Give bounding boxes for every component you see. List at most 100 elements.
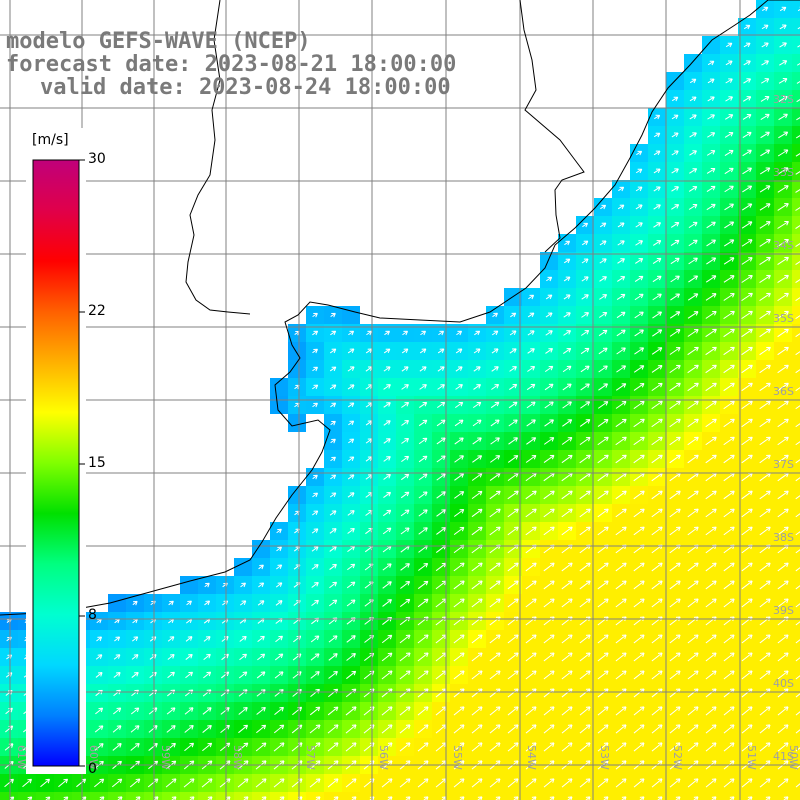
wind-arrow xyxy=(471,652,483,662)
wind-arrow xyxy=(166,707,176,715)
wind-arrow xyxy=(687,490,699,500)
wind-arrow xyxy=(741,203,753,211)
wind-cell xyxy=(792,0,800,18)
wind-arrow xyxy=(705,598,717,608)
wind-cell xyxy=(342,306,360,324)
wind-arrow xyxy=(615,670,627,680)
wind-arrow xyxy=(796,113,800,121)
wind-arrow xyxy=(471,742,483,752)
wind-arrow xyxy=(399,724,411,734)
wind-arrow xyxy=(330,420,336,426)
wind-arrow xyxy=(525,490,537,500)
wind-cell xyxy=(702,36,720,54)
wind-arrow xyxy=(437,384,445,390)
wind-arrow xyxy=(491,366,499,372)
wind-arrow xyxy=(761,60,769,66)
wind-arrow xyxy=(329,581,338,589)
wind-arrow xyxy=(653,222,661,228)
wind-arrow xyxy=(312,384,319,390)
wind-arrow xyxy=(723,382,735,392)
wind-arrow xyxy=(687,311,699,319)
wind-arrow xyxy=(741,346,753,356)
colorbar-tick-0: 0 xyxy=(88,761,97,777)
wind-cell xyxy=(792,558,800,576)
wind-arrow xyxy=(687,508,699,518)
wind-arrow xyxy=(777,508,789,518)
wind-arrow xyxy=(669,490,681,500)
wind-cell xyxy=(414,792,432,800)
wind-arrow xyxy=(579,796,591,800)
wind-arrow xyxy=(777,526,789,536)
wind-arrow xyxy=(723,526,735,536)
wind-cell xyxy=(792,414,800,432)
wind-arrow xyxy=(777,149,789,157)
wind-arrow xyxy=(777,310,789,320)
wind-arrow xyxy=(311,528,319,534)
wind-arrow xyxy=(490,455,501,463)
wind-arrow xyxy=(723,670,735,680)
wind-arrow xyxy=(184,725,194,733)
wind-arrow xyxy=(759,490,771,500)
wind-arrow xyxy=(471,778,483,788)
wind-arrow xyxy=(796,95,800,103)
wind-cell xyxy=(126,792,144,800)
wind-arrow xyxy=(687,670,699,680)
wind-arrow xyxy=(723,652,735,662)
wind-arrow xyxy=(381,706,393,716)
wind-cell xyxy=(162,792,180,800)
latitude-label: 36S xyxy=(773,385,794,398)
wind-arrow xyxy=(705,311,717,319)
wind-cell xyxy=(180,576,198,594)
wind-arrow xyxy=(600,204,607,210)
wind-arrow xyxy=(671,114,679,120)
wind-arrow xyxy=(580,347,590,355)
wind-arrow xyxy=(255,742,267,752)
wind-arrow xyxy=(742,96,752,102)
latitude-label: 37S xyxy=(773,458,794,471)
wind-arrow xyxy=(669,329,681,337)
wind-arrow xyxy=(507,670,519,680)
wind-arrow xyxy=(687,598,699,608)
wind-arrow xyxy=(705,328,717,338)
wind-cell xyxy=(792,18,800,36)
wind-arrow xyxy=(777,634,789,644)
wind-arrow xyxy=(795,670,800,680)
wind-arrow xyxy=(399,670,411,680)
wind-cell xyxy=(630,792,648,800)
wind-arrow xyxy=(617,276,626,282)
wind-cell xyxy=(252,540,270,558)
wind-arrow xyxy=(759,436,771,446)
longitude-label: 61W xyxy=(15,745,28,770)
wind-arrow xyxy=(453,634,465,644)
wind-arrow xyxy=(436,473,446,481)
wind-arrow xyxy=(563,347,572,354)
wind-arrow xyxy=(582,222,589,228)
wind-arrow xyxy=(795,203,800,211)
wind-arrow xyxy=(651,580,663,590)
wind-arrow xyxy=(453,652,465,662)
wind-cell xyxy=(792,720,800,738)
wind-arrow xyxy=(509,383,518,390)
wind-arrow xyxy=(635,222,643,228)
wind-cell xyxy=(792,540,800,558)
wind-arrow xyxy=(706,239,716,247)
wind-arrow xyxy=(381,778,393,788)
wind-arrow xyxy=(761,6,769,12)
wind-arrow xyxy=(291,724,303,734)
wind-arrow xyxy=(743,78,752,84)
wind-arrow xyxy=(723,436,735,446)
wind-arrow xyxy=(347,366,355,372)
wind-arrow xyxy=(616,365,627,373)
wind-arrow xyxy=(795,436,800,446)
wind-arrow xyxy=(725,96,733,102)
wind-arrow xyxy=(670,222,680,228)
wind-arrow xyxy=(545,294,553,300)
wind-arrow xyxy=(489,508,501,518)
wind-arrow xyxy=(507,508,519,518)
wind-arrow xyxy=(94,725,104,733)
wind-arrow xyxy=(795,149,800,157)
latitude-label: 41S xyxy=(773,750,794,763)
wind-arrow xyxy=(400,563,410,571)
wind-arrow xyxy=(490,401,500,409)
wind-cell xyxy=(792,72,800,90)
